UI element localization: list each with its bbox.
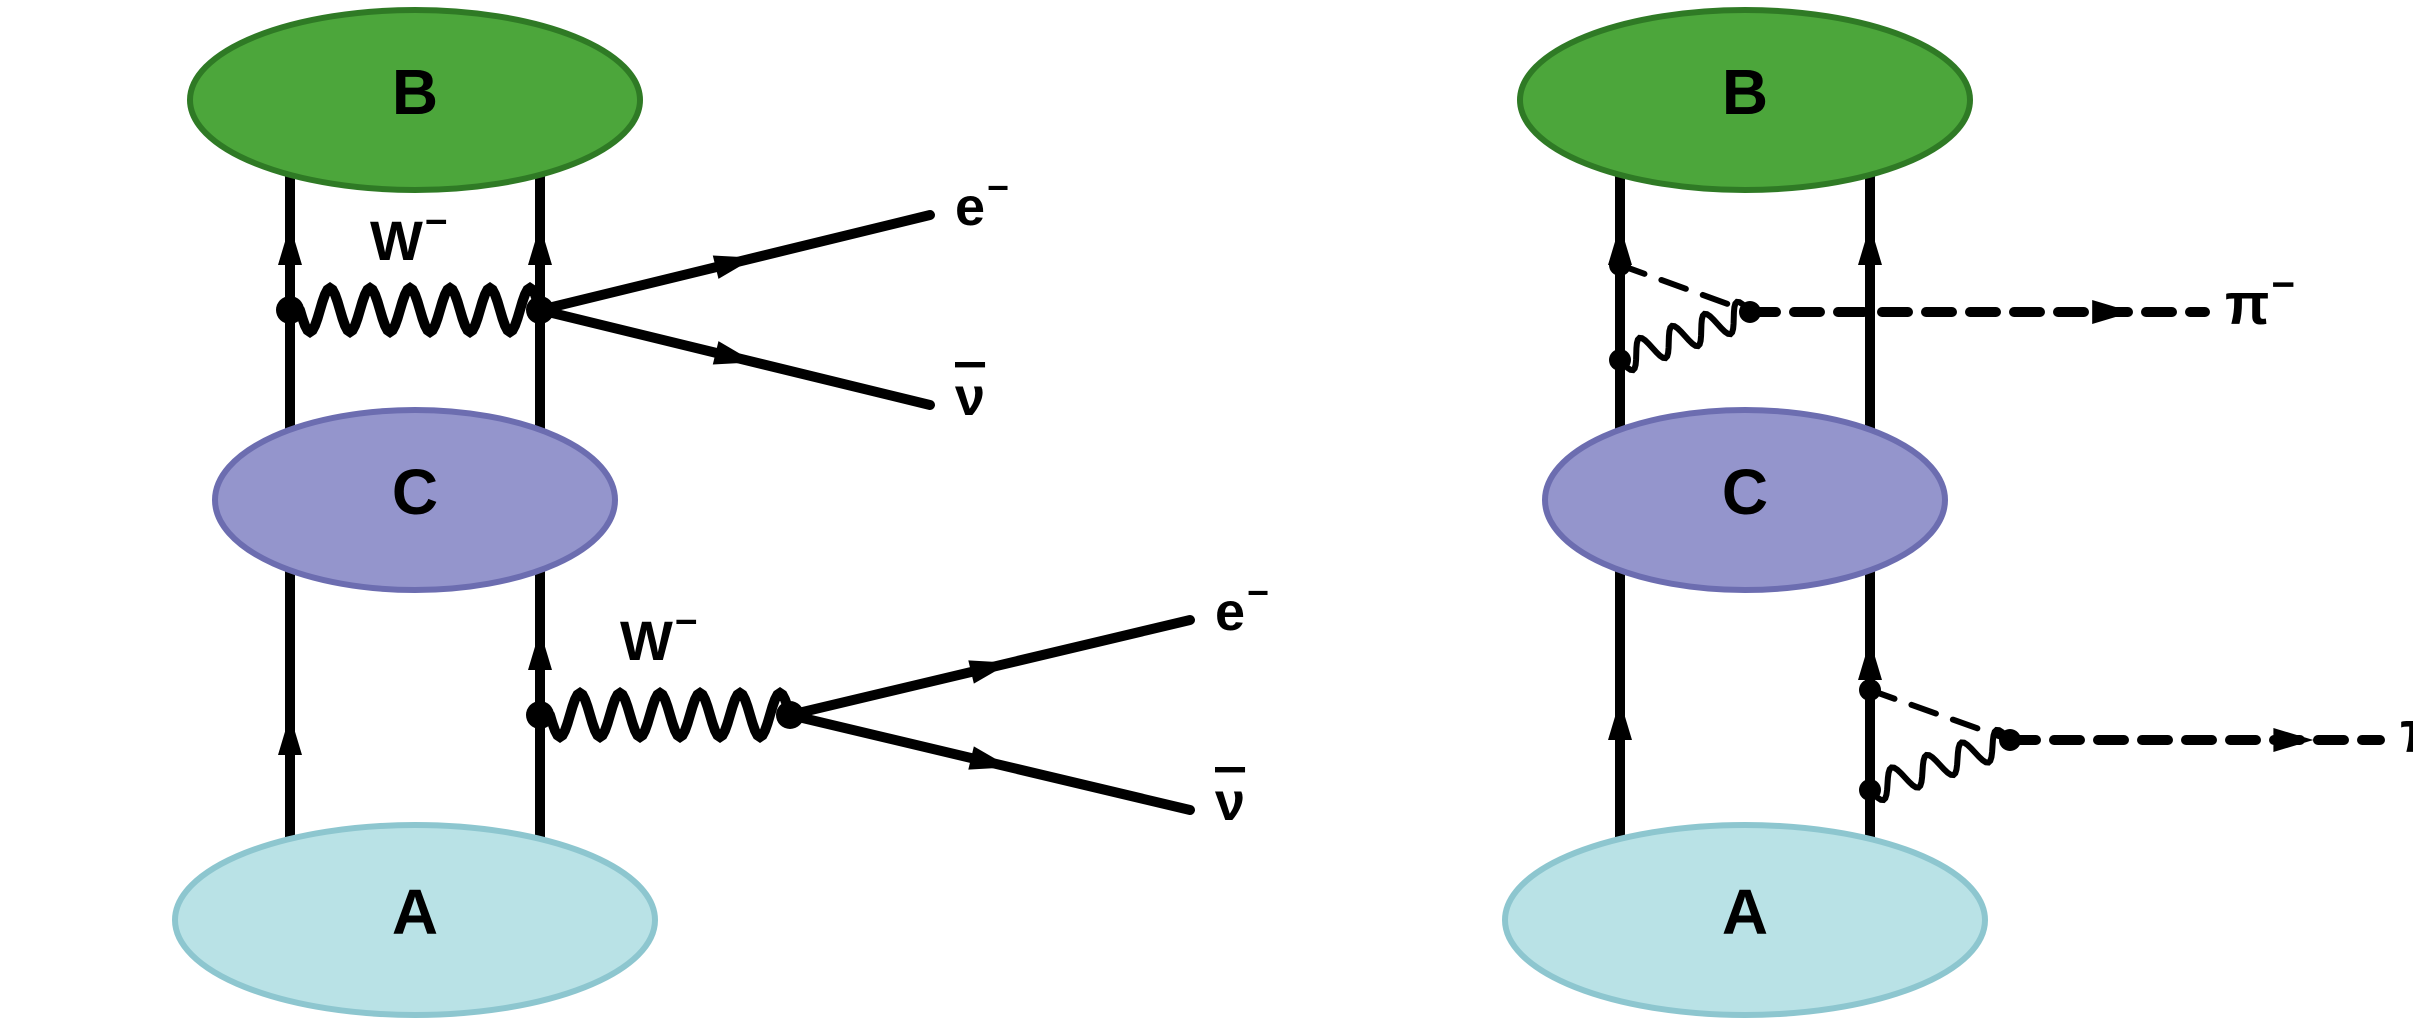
tri-upper-vtx-bottom xyxy=(1609,349,1631,371)
leg-right-upper-arrow xyxy=(528,225,552,265)
leg-right-upper-arrow xyxy=(1858,225,1882,265)
tri-lower-bottom-wave xyxy=(1870,730,2010,800)
w-lower-nu-label: ν xyxy=(1215,772,1245,832)
w-upper-e-label: e− xyxy=(955,168,1009,237)
tri-lower-top-dashed xyxy=(1870,690,2010,740)
w-lower-e-arrow xyxy=(968,660,1010,683)
w-lower-label: W− xyxy=(620,601,698,672)
w-upper-vertex-in xyxy=(276,296,304,324)
leg-left-upper-arrow xyxy=(278,225,302,265)
tri-upper-pion-label: π− xyxy=(2225,261,2295,337)
w-upper-wave xyxy=(300,288,540,332)
w-lower-e-label: e− xyxy=(1215,573,1269,642)
w-lower-nu-arrow xyxy=(968,746,1010,769)
tri-lower-vtx-top xyxy=(1859,679,1881,701)
w-lower-wave xyxy=(550,693,790,737)
right-blobs: A C B xyxy=(1505,10,1985,1015)
w-upper-label: W− xyxy=(370,201,448,272)
tri-upper-vtx-top xyxy=(1609,254,1631,276)
w-upper-nu-label: ν xyxy=(955,367,985,427)
tri-upper-top-dashed xyxy=(1620,265,1750,312)
blob-b-label: B xyxy=(1722,56,1768,128)
leg-right-lower-arrow xyxy=(1858,640,1882,680)
w-upper-nu-arrow xyxy=(713,341,755,364)
tri-upper-bottom-wave xyxy=(1620,302,1750,370)
blob-c-label: C xyxy=(392,456,438,528)
w-lower-vertex-in xyxy=(526,701,554,729)
leg-left-lower-arrow xyxy=(278,715,302,755)
blob-a-label: A xyxy=(392,876,438,948)
left-blobs: A C B xyxy=(175,10,655,1015)
tri-lower-vtx-bottom xyxy=(1859,779,1881,801)
leg-right-lower-arrow xyxy=(528,630,552,670)
blob-c-label: C xyxy=(1722,456,1768,528)
tri-upper-pion-arrow xyxy=(2092,300,2132,324)
right-diagram: π− π− A C B xyxy=(1505,10,2413,1015)
blob-b-label: B xyxy=(392,56,438,128)
w-upper-e-arrow xyxy=(713,256,755,279)
tri-lower-pion-arrow xyxy=(2273,728,2313,752)
blob-a-label: A xyxy=(1722,876,1768,948)
tri-lower-pion-label: π− xyxy=(2400,689,2413,765)
left-diagram: W− e− ν W− e− ν A C B xyxy=(175,10,1269,1015)
leg-left-lower-arrow xyxy=(1608,700,1632,740)
